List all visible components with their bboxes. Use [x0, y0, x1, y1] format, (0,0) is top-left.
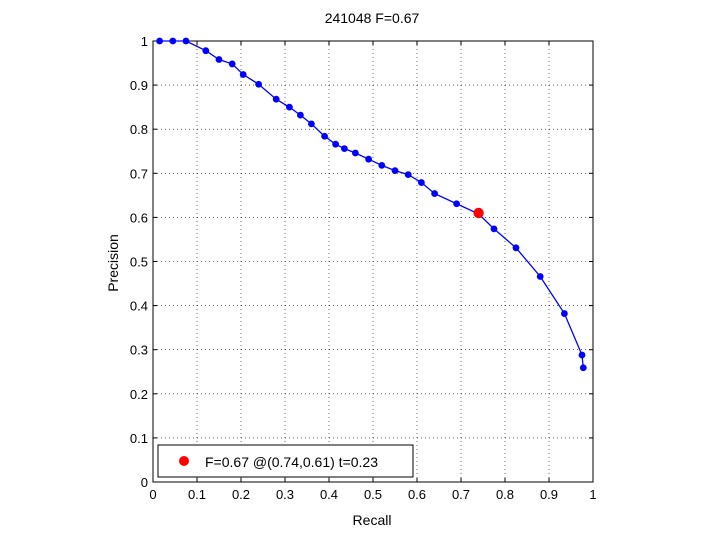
legend-box: [157, 444, 414, 478]
data-point: [286, 103, 293, 111]
y-tick-label: 0.6: [130, 210, 148, 225]
data-point: [228, 60, 236, 68]
chart-title: 241048 F=0.67: [325, 10, 420, 26]
data-point: [352, 149, 359, 157]
data-point: [561, 310, 568, 317]
x-tick-label: 0.7: [452, 487, 470, 502]
series-group: [156, 37, 587, 372]
y-tick-label: 0.1: [130, 431, 148, 446]
data-point: [341, 145, 348, 153]
x-tick-label: 0.1: [188, 487, 206, 502]
data-point: [321, 132, 328, 140]
data-point: [431, 190, 438, 197]
x-tick-label: 0.9: [540, 487, 558, 502]
legend: F=0.67 @(0.74,0.61) t=0.23: [157, 444, 414, 478]
data-point: [536, 273, 544, 280]
data-point: [332, 140, 339, 148]
data-point: [404, 171, 412, 179]
data-point: [169, 37, 177, 45]
data-point: [365, 155, 372, 163]
data-point: [453, 200, 460, 208]
data-point: [272, 95, 280, 103]
x-tick-label: 0.8: [496, 487, 514, 502]
x-tick-label: 0.5: [364, 487, 382, 502]
data-point: [418, 179, 425, 186]
data-point: [512, 244, 520, 252]
x-tick-label: 0.3: [276, 487, 294, 502]
data-point: [156, 37, 164, 45]
y-axis-title: Precision: [105, 234, 121, 292]
data-point: [202, 47, 210, 55]
y-tick-label: 0.5: [130, 255, 148, 270]
x-tick-label: 1: [589, 487, 596, 502]
y-tick-label: 0.9: [130, 78, 148, 93]
y-tick-label: 0.8: [130, 122, 148, 137]
data-point: [182, 37, 190, 45]
data-point: [255, 80, 262, 88]
y-tick-label: 0.7: [130, 166, 148, 181]
data-point: [578, 351, 586, 359]
y-tick-label: 0.4: [130, 299, 148, 314]
x-tick-label: 0.4: [320, 487, 338, 502]
x-axis-title: Recall: [353, 512, 392, 528]
y-tick-label: 1: [141, 34, 148, 49]
data-point: [239, 71, 247, 78]
data-point: [579, 364, 587, 372]
y-tick-label: 0.2: [130, 387, 148, 402]
data-point: [308, 120, 315, 128]
data-point: [297, 111, 304, 119]
y-tick-label: 0.3: [130, 343, 148, 358]
x-tick-label: 0.2: [232, 487, 250, 502]
axis-ticks: 0 0.1 0.2 0.3 0.4 0.5 0.6 0.7 0.8 0.9 1 0 0.1 0.2 0.3 0…: [130, 34, 597, 502]
legend-marker: [179, 456, 189, 466]
data-point: [391, 167, 399, 175]
x-tick-label: 0.6: [408, 487, 426, 502]
data-point: [378, 161, 386, 169]
x-tick-label: 0: [149, 487, 156, 502]
best-f-point: [473, 207, 484, 219]
legend-label: F=0.67 @(0.74,0.61) t=0.23: [205, 454, 378, 470]
grid-lines: [153, 41, 593, 482]
data-point: [490, 225, 498, 233]
data-point: [215, 56, 223, 63]
y-tick-label: 0: [141, 475, 148, 490]
